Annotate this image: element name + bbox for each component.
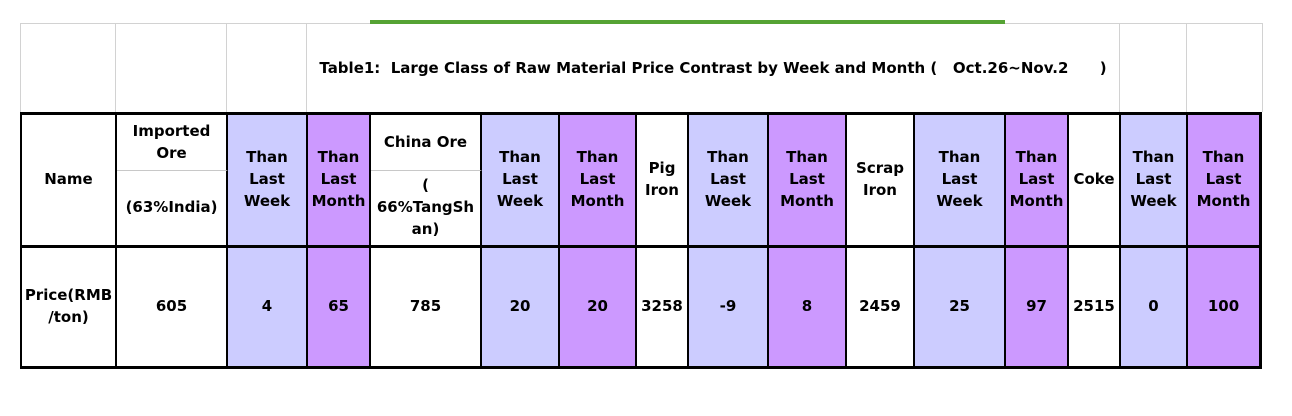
header-name: Name bbox=[22, 115, 117, 245]
value-pig-iron-month: 8 bbox=[769, 245, 847, 366]
header-imported-ore-week: Than Last Week bbox=[228, 115, 308, 245]
header-china-ore: China Ore bbox=[371, 115, 482, 171]
value-scrap-iron-week: 25 bbox=[915, 245, 1006, 366]
value-scrap-iron: 2459 bbox=[847, 245, 915, 366]
header-scrap-iron: Scrap Iron bbox=[847, 115, 915, 245]
header-china-ore-month: Than Last Month bbox=[560, 115, 637, 245]
value-pig-iron-week: -9 bbox=[689, 245, 769, 366]
header-china-ore-week: Than Last Week bbox=[482, 115, 560, 245]
header-coke: Coke bbox=[1069, 115, 1121, 245]
title-row-empty-cell-3 bbox=[227, 24, 307, 112]
header-pig-iron-week: Than Last Week bbox=[689, 115, 769, 245]
header-scrap-iron-month: Than Last Month bbox=[1006, 115, 1069, 245]
title-row-empty-cell-1 bbox=[21, 24, 116, 112]
header-coke-month: Than Last Month bbox=[1188, 115, 1259, 245]
value-coke: 2515 bbox=[1069, 245, 1121, 366]
value-imported-ore-week: 4 bbox=[228, 245, 308, 366]
value-china-ore-week: 20 bbox=[482, 245, 560, 366]
row-label-price: Price(RMB /ton) bbox=[22, 245, 117, 366]
value-coke-month: 100 bbox=[1188, 245, 1259, 366]
table-title: Table1: Large Class of Raw Material Pric… bbox=[307, 24, 1120, 112]
title-row-empty-cell-4 bbox=[1120, 24, 1187, 112]
title-row: Table1: Large Class of Raw Material Pric… bbox=[20, 23, 1263, 112]
value-china-ore: 785 bbox=[371, 245, 482, 366]
value-pig-iron: 3258 bbox=[637, 245, 689, 366]
title-row-empty-cell-5 bbox=[1187, 24, 1263, 112]
header-scrap-iron-week: Than Last Week bbox=[915, 115, 1006, 245]
header-imported-ore-grade: (63%India) bbox=[117, 171, 228, 245]
value-china-ore-month: 20 bbox=[560, 245, 637, 366]
value-coke-week: 0 bbox=[1121, 245, 1188, 366]
value-imported-ore: 605 bbox=[117, 245, 228, 366]
green-rule-line bbox=[370, 20, 1005, 24]
header-coke-week: Than Last Week bbox=[1121, 115, 1188, 245]
title-row-empty-cell-2 bbox=[116, 24, 227, 112]
header-pig-iron: Pig Iron bbox=[637, 115, 689, 245]
raw-material-price-table: Name Imported Ore (63%India) Than Last W… bbox=[20, 112, 1262, 369]
header-pig-iron-month: Than Last Month bbox=[769, 115, 847, 245]
value-imported-ore-month: 65 bbox=[308, 245, 371, 366]
header-imported-ore: Imported Ore bbox=[117, 115, 228, 171]
header-china-ore-grade: ( 66%TangSh an) bbox=[371, 171, 482, 245]
header-imported-ore-month: Than Last Month bbox=[308, 115, 371, 245]
value-scrap-iron-month: 97 bbox=[1006, 245, 1069, 366]
